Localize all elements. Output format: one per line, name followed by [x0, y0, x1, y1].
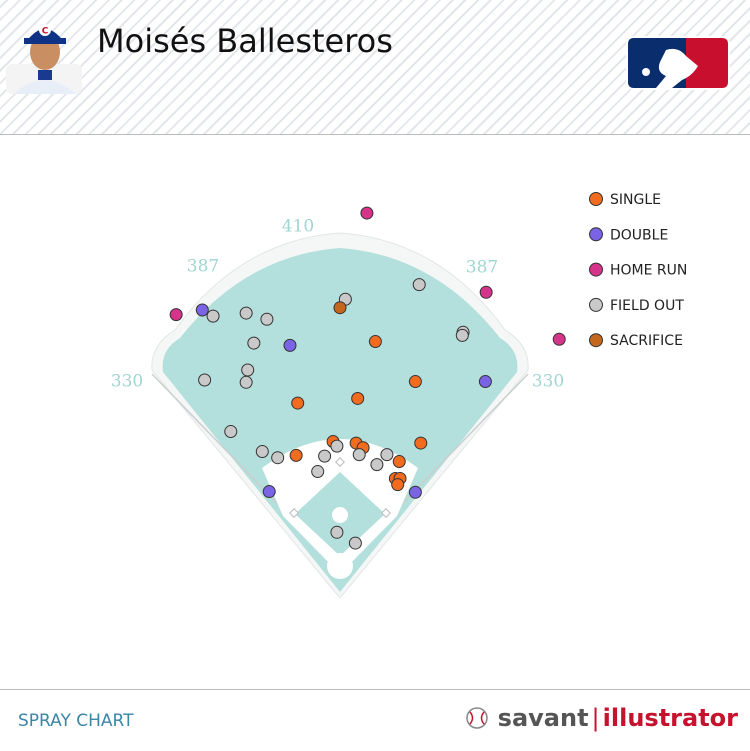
hit-point [224, 425, 238, 439]
hit-point [206, 309, 220, 323]
pitchers-mound [332, 507, 348, 523]
mlb-logo [626, 36, 730, 90]
fence-distance: 330 [111, 372, 143, 392]
legend-swatch [589, 262, 603, 277]
hit-point [408, 375, 422, 389]
hit-point [271, 451, 285, 465]
hit-point [311, 465, 325, 479]
hit-point [391, 478, 405, 492]
hit-point [260, 312, 274, 326]
hit-point [241, 363, 255, 377]
hit-point [198, 373, 212, 387]
third-base [289, 508, 299, 518]
hit-point [478, 375, 492, 389]
legend-swatch [589, 192, 603, 206]
hit-point [368, 335, 382, 349]
fence-distance: 387 [187, 257, 219, 277]
legend-label: HOME RUN [610, 263, 687, 279]
hit-point [552, 332, 566, 346]
legend-label: FIELD OUT [610, 298, 684, 314]
brand-left: savant [497, 704, 589, 732]
hit-point [330, 525, 344, 539]
player-headshot: C [6, 24, 82, 94]
hit-point [318, 449, 332, 463]
first-base [381, 508, 391, 518]
legend-label: DOUBLE [610, 227, 668, 243]
hit-point [348, 536, 362, 550]
hit-point [289, 448, 303, 462]
brand: savant | illustrator [465, 704, 738, 732]
hit-point [414, 436, 428, 450]
brand-separator: | [591, 704, 600, 732]
legend-swatch [589, 297, 603, 312]
svg-text:C: C [42, 27, 49, 37]
hit-point [291, 396, 305, 410]
second-base [335, 457, 345, 467]
hit-point [392, 455, 406, 469]
hit-point [255, 445, 269, 459]
hit-point [239, 306, 253, 320]
hit-point [283, 338, 297, 352]
hit-point [330, 439, 344, 453]
hit-point [239, 375, 253, 389]
hit-point [262, 485, 276, 499]
hit-point [352, 448, 366, 462]
outfield-grass [162, 248, 518, 592]
home-plate-area [327, 553, 353, 579]
hit-point [247, 336, 261, 350]
hit-point [360, 206, 374, 220]
hit-point [412, 278, 426, 292]
legend-swatch [589, 227, 603, 242]
brand-ball [466, 707, 489, 729]
legend-swatch [589, 333, 603, 348]
fence-distance: 330 [532, 372, 564, 392]
fence-distance: 387 [466, 258, 498, 278]
legend-label: SACRIFICE [610, 333, 683, 349]
player-name: Moisés Ballesteros [97, 22, 393, 60]
footer: SPRAY CHART savant | illustrator [0, 689, 750, 751]
hit-point [195, 303, 209, 317]
hit-point [333, 301, 347, 315]
hit-point [169, 308, 183, 322]
hit-point [479, 285, 493, 299]
hit-point [380, 448, 394, 462]
header: C Moisés Ballesteros [0, 0, 750, 135]
footer-label: SPRAY CHART [18, 711, 134, 731]
spray-chart: 330 387 410 387 330 SINGLE DOUBLE HOME RUN FIELD… [111, 192, 687, 599]
legend-label: SINGLE [610, 192, 661, 208]
hit-point [455, 328, 469, 342]
hit-point [370, 458, 384, 472]
hit-point [408, 485, 422, 499]
hit-point [351, 391, 365, 405]
brand-right: illustrator [602, 704, 738, 732]
fence-distance: 410 [282, 217, 314, 237]
